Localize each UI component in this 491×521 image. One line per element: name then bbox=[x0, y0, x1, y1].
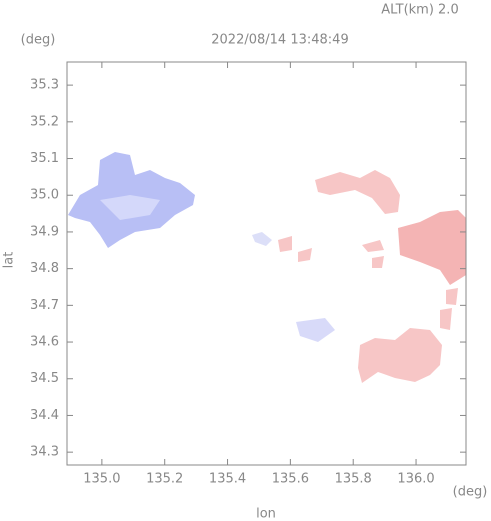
y-unit: (deg) bbox=[21, 33, 56, 48]
x-tick-label: 135.6 bbox=[272, 472, 309, 487]
y-tick-label: 35.1 bbox=[30, 151, 59, 166]
echo-red bbox=[315, 170, 400, 214]
echo-red bbox=[278, 236, 458, 330]
echo-red bbox=[398, 210, 466, 285]
x-unit: (deg) bbox=[453, 485, 488, 500]
x-tick-label: 135.2 bbox=[146, 472, 183, 487]
x-tick-label: 136.0 bbox=[397, 472, 434, 487]
subtitle: ALT(km) 2.0 bbox=[381, 3, 458, 18]
y-tick-label: 34.9 bbox=[30, 224, 59, 239]
y-tick-label: 34.4 bbox=[30, 408, 59, 423]
y-tick-label: 35.0 bbox=[30, 188, 59, 203]
echo-red bbox=[358, 328, 442, 383]
x-axis-label: lon bbox=[256, 507, 276, 521]
y-tick-label: 35.2 bbox=[30, 114, 59, 129]
x-tick-label: 135.0 bbox=[83, 472, 120, 487]
y-tick-label: 34.3 bbox=[30, 445, 59, 460]
y-tick-label: 34.8 bbox=[30, 261, 59, 276]
x-tick-label: 135.8 bbox=[335, 472, 372, 487]
radar-echoes bbox=[68, 152, 466, 383]
y-tick-label: 34.7 bbox=[30, 298, 59, 313]
echo-blue bbox=[100, 195, 160, 220]
y-tick-label: 34.6 bbox=[30, 335, 59, 350]
echo-blue bbox=[252, 232, 272, 246]
y-tick-label: 34.5 bbox=[30, 371, 59, 386]
plot-frame bbox=[66, 61, 467, 466]
echo-red bbox=[362, 240, 384, 252]
y-tick-label: 35.3 bbox=[30, 78, 59, 93]
echo-blue bbox=[296, 318, 335, 342]
chart-title: 2022/08/14 13:48:49 bbox=[211, 33, 348, 48]
x-tick-label: 135.4 bbox=[209, 472, 246, 487]
y-axis-label: lat bbox=[2, 252, 17, 269]
